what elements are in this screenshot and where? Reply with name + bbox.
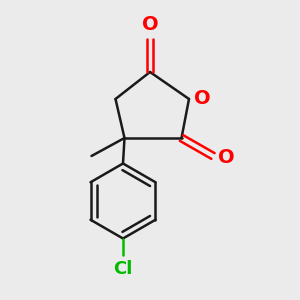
Text: O: O	[142, 15, 158, 34]
Text: Cl: Cl	[113, 260, 133, 278]
Text: O: O	[218, 148, 235, 167]
Text: O: O	[194, 89, 211, 109]
